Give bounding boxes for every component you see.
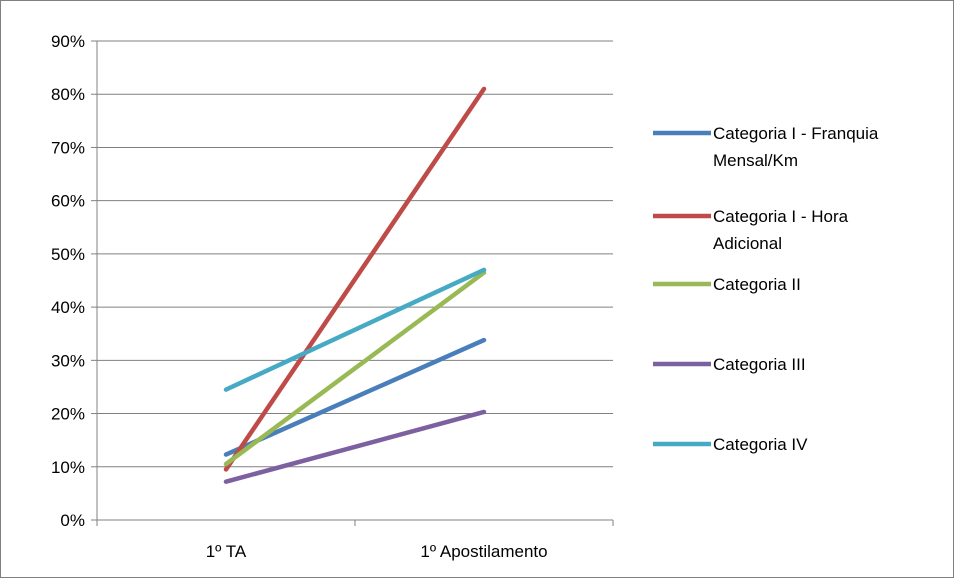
y-tick-label: 90% (51, 32, 85, 51)
y-tick-label: 70% (51, 138, 85, 157)
series-line-4 (223, 409, 487, 484)
y-tick-label: 80% (51, 85, 85, 104)
series-line-5 (223, 267, 487, 392)
legend-label: Mensal/Km (713, 151, 798, 170)
series-line-1 (223, 337, 487, 457)
legend-label: Adicional (713, 234, 782, 253)
legend: Categoria I - Franquia Mensal/Km Categoria… (653, 124, 879, 454)
y-tick-label: 30% (51, 351, 85, 370)
legend-label: Categoria II (713, 275, 801, 294)
y-tick-label: 50% (51, 245, 85, 264)
legend-label: Categoria I - Hora (713, 207, 849, 226)
legend-label: Categoria III (713, 355, 806, 374)
y-tick-label: 40% (51, 298, 85, 317)
legend-label: Categoria IV (713, 435, 808, 454)
x-tick-label: 1º TA (206, 542, 247, 561)
y-tick-label: 20% (51, 405, 85, 424)
series-lines (223, 86, 487, 484)
legend-label: Categoria I - Franquia (713, 124, 879, 143)
series-line-2 (223, 86, 487, 472)
series-line-3 (223, 270, 487, 467)
gridlines (97, 40, 613, 468)
axes: 0% 10% 20% 30% 40% 50% 60% 70% 80% 90% 1º TA 1º Apo… (51, 32, 614, 561)
y-tick-label: 60% (51, 192, 85, 211)
y-tick-label: 0% (60, 511, 85, 530)
y-tick-label: 10% (51, 458, 85, 477)
x-tick-label: 1º Apostilamento (420, 542, 547, 561)
